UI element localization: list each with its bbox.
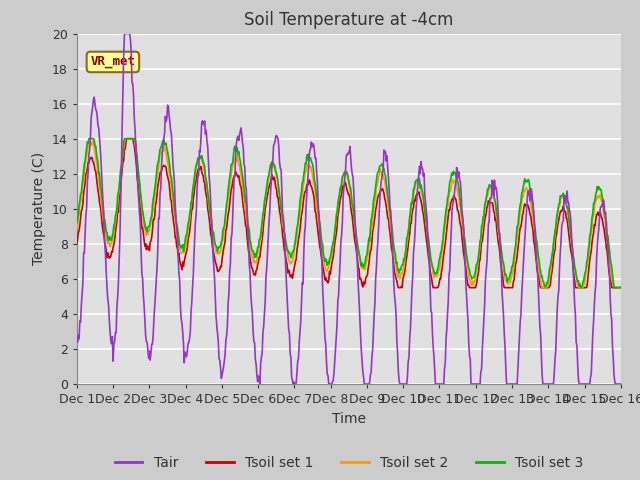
Title: Soil Temperature at -4cm: Soil Temperature at -4cm [244,11,454,29]
Legend: Tair, Tsoil set 1, Tsoil set 2, Tsoil set 3: Tair, Tsoil set 1, Tsoil set 2, Tsoil se… [109,450,589,475]
X-axis label: Time: Time [332,411,366,426]
Y-axis label: Temperature (C): Temperature (C) [33,152,46,265]
Text: VR_met: VR_met [90,56,136,69]
